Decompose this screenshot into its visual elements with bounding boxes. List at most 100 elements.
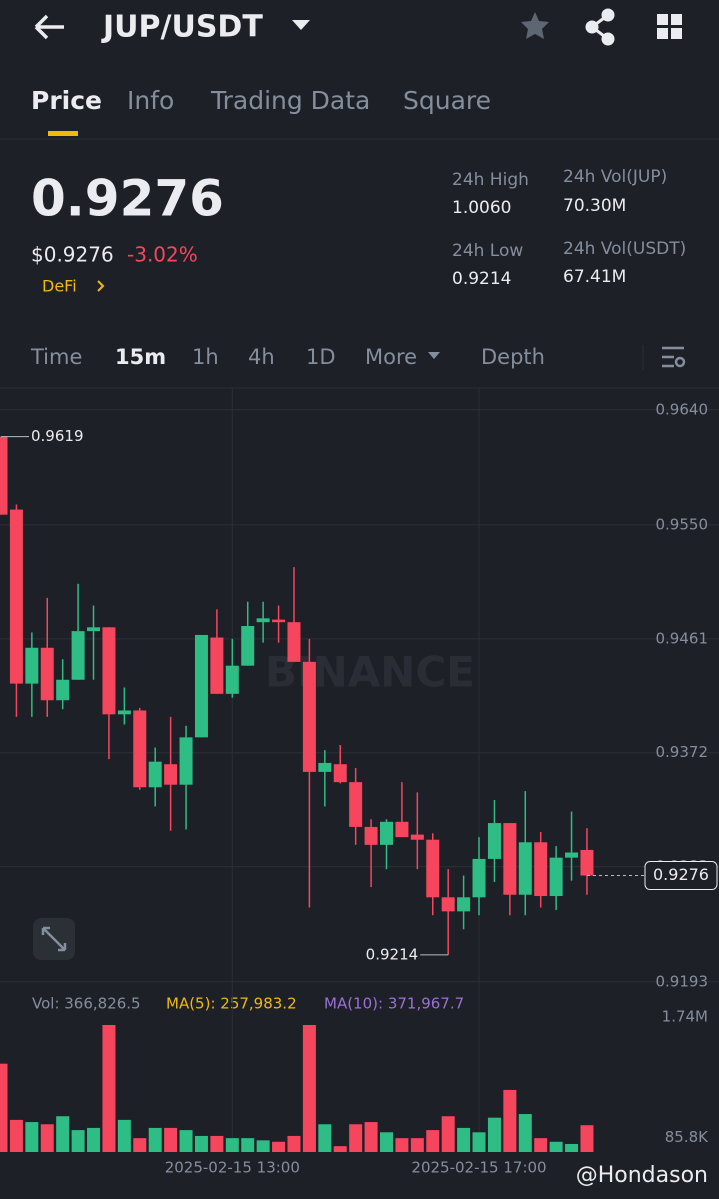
candle-body (117, 710, 131, 715)
candle-body (0, 436, 8, 515)
volume-bar (71, 1130, 85, 1152)
stat-label: 24h Vol(USDT) (563, 239, 686, 259)
stat-label: 24h High (452, 170, 529, 190)
volume-bar (56, 1116, 70, 1152)
candle-body (194, 634, 208, 738)
volume-bar (102, 1025, 116, 1152)
volume-bar (518, 1114, 532, 1152)
candle-body (210, 637, 224, 694)
candle-body (487, 823, 501, 859)
interval[interactable]: Time (30, 345, 82, 369)
volume-bar (256, 1140, 270, 1152)
y-tick-label: 0.9193 (656, 972, 709, 990)
volume-tick-label: 1.74M (662, 1008, 708, 1026)
interval[interactable]: More (365, 345, 417, 369)
interval[interactable]: 1D (306, 345, 336, 369)
candle-body (9, 509, 23, 684)
candle-body (272, 619, 286, 623)
volume-bar (25, 1122, 39, 1152)
last-price: 0.9276 (31, 170, 224, 228)
tab[interactable]: Square (403, 86, 491, 115)
annotation-label: 0.9619 (31, 427, 84, 445)
candle-body (71, 631, 85, 680)
interval[interactable]: 4h (248, 345, 275, 369)
usd-price: $0.9276 (31, 243, 114, 267)
stat-label: 24h Vol(JUP) (563, 167, 667, 187)
pair-title[interactable]: JUP/USDT (101, 10, 263, 45)
stat-value: 70.30M (563, 196, 626, 216)
volume-tick-label: 85.8K (665, 1128, 709, 1146)
ma5-label: MA(5): 257,983.2 (166, 995, 297, 1013)
candle-body (241, 626, 255, 666)
y-tick-label: 0.9640 (656, 400, 709, 418)
stat-value: 0.9214 (452, 269, 511, 289)
candle-body (133, 710, 147, 788)
x-tick-label: 2025-02-15 17:00 (411, 1159, 546, 1177)
back-button[interactable] (34, 14, 64, 40)
favorite-icon[interactable] (521, 12, 549, 39)
volume-bar (179, 1130, 193, 1152)
candle-body (56, 679, 70, 701)
candle-body (580, 849, 594, 876)
fullscreen-button[interactable] (33, 918, 75, 960)
stat-label: 24h Low (452, 241, 523, 261)
volume-bar (565, 1143, 579, 1152)
tab[interactable]: Trading Data (210, 86, 370, 115)
volume-bar (194, 1135, 208, 1152)
candle-body (40, 647, 54, 701)
candle-body (565, 852, 579, 858)
candle-body (426, 839, 440, 898)
price-change: -3.02% (127, 243, 198, 267)
pair-dropdown[interactable] (292, 20, 310, 30)
volume-bar (225, 1138, 239, 1152)
volume-bar (580, 1125, 594, 1152)
candle-body (472, 858, 486, 898)
candle-body (349, 782, 363, 827)
candle-body (164, 764, 178, 785)
menu-icon[interactable] (657, 14, 682, 39)
interval[interactable]: 15m (115, 345, 166, 369)
candle-body (25, 647, 39, 684)
volume-bar (426, 1130, 440, 1152)
tab[interactable]: Price (31, 86, 102, 115)
volume-bar (210, 1135, 224, 1152)
candle-body (148, 761, 162, 788)
credit: @Hondason (576, 1163, 708, 1188)
tab[interactable]: Info (127, 86, 174, 115)
y-tick-label: 0.9550 (656, 515, 709, 533)
candle-body (179, 737, 193, 785)
volume-bar (364, 1122, 378, 1152)
candle-body (256, 618, 270, 623)
current-price-label: 0.9276 (653, 865, 709, 884)
volume-bar (380, 1132, 393, 1152)
candle-body (287, 622, 301, 662)
volume-bar (410, 1138, 424, 1152)
volume-bar (302, 1025, 316, 1152)
volume-bar (287, 1135, 301, 1152)
current-price-box (644, 861, 718, 891)
interval[interactable]: Depth (481, 345, 545, 369)
candle-body (549, 857, 563, 897)
volume-bar (441, 1116, 455, 1152)
volume-bar (272, 1141, 286, 1152)
share-icon[interactable] (585, 8, 615, 46)
category-tag[interactable]: DeFi (42, 277, 77, 296)
settings-icon[interactable] (662, 346, 686, 368)
volume-bar (0, 1063, 8, 1152)
y-tick-label: 0.9461 (656, 629, 709, 647)
volume-bar (457, 1127, 471, 1152)
candle-body (410, 834, 424, 840)
interval[interactable]: 1h (192, 345, 219, 369)
tag-arrow (97, 280, 105, 292)
candle-body (364, 826, 378, 845)
candle-body (87, 627, 101, 632)
stat-value: 1.0060 (452, 198, 511, 218)
volume-bar (534, 1138, 548, 1152)
volume-bar (148, 1127, 162, 1152)
x-tick-label: 2025-02-15 13:00 (165, 1159, 300, 1177)
volume-bar (133, 1138, 147, 1152)
candle-body (534, 842, 548, 897)
volume-label: Vol: 366,826.5 (32, 995, 141, 1013)
